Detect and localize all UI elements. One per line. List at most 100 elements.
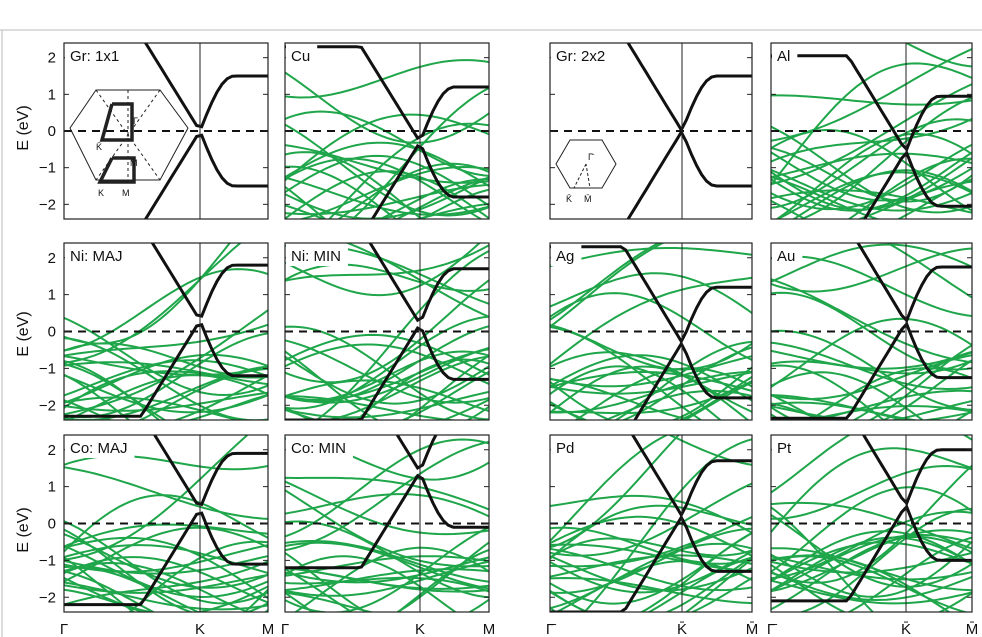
metal-band bbox=[771, 400, 972, 420]
metal-band bbox=[64, 396, 242, 420]
panel-title: Ni: MIN bbox=[291, 248, 341, 265]
metal-band bbox=[550, 526, 752, 565]
metal-band bbox=[285, 440, 489, 552]
graphene-band-lower bbox=[626, 129, 752, 219]
y-tick-label: −2 bbox=[39, 589, 56, 606]
metal-band bbox=[285, 398, 489, 420]
brillouin-zone-inset-1x1 bbox=[69, 89, 189, 184]
metal-band bbox=[285, 556, 489, 584]
panel-title-bg bbox=[286, 436, 354, 458]
metal-band bbox=[771, 501, 972, 550]
metal-band bbox=[64, 243, 232, 345]
panel-au: Au bbox=[770, 242, 973, 421]
xtick-kbar-4: K̄ bbox=[901, 621, 911, 637]
panel-title: Gr: 1x1 bbox=[70, 48, 119, 65]
graphene-band-upper bbox=[856, 243, 972, 324]
graphene-band-lower bbox=[285, 473, 489, 570]
metal-band bbox=[550, 292, 752, 361]
graphene-band-upper bbox=[550, 245, 752, 345]
panel-ni_min: Ni: MIN bbox=[284, 242, 490, 421]
metal-band bbox=[344, 243, 489, 318]
y-tick-label: −1 bbox=[39, 552, 56, 569]
metal-band bbox=[771, 354, 972, 401]
metal-band bbox=[285, 279, 489, 384]
metal-band bbox=[64, 577, 268, 612]
metal-band bbox=[771, 555, 969, 612]
metal-band bbox=[550, 403, 589, 420]
metal-band bbox=[771, 344, 972, 420]
metal-band bbox=[285, 141, 489, 187]
metal-band bbox=[771, 278, 972, 364]
metal-band bbox=[810, 389, 972, 420]
metal-band bbox=[771, 291, 972, 371]
panel-gr1x1-bands bbox=[143, 43, 268, 219]
graphene-band-lower bbox=[64, 323, 268, 418]
panel-ag-bands bbox=[550, 243, 752, 420]
metal-band bbox=[285, 591, 315, 612]
metal-band bbox=[771, 510, 972, 580]
panel-title: Cu bbox=[291, 48, 310, 65]
y-tick-label: 0 bbox=[48, 516, 56, 533]
metal-band bbox=[64, 243, 242, 364]
y-tick-label: 2 bbox=[48, 50, 56, 67]
y-tick-label: −2 bbox=[39, 397, 56, 414]
panels-layer: 2 1 0 −1 −2 Gr: 1x1 Cu 2 1 0 −1 −2 Ni: MAJ Ni: MIN 2 1 0… bbox=[39, 42, 973, 613]
bz2-path bbox=[573, 163, 591, 189]
metal-band bbox=[771, 152, 972, 179]
graphene-band-upper bbox=[368, 243, 489, 323]
metal-band bbox=[847, 157, 972, 219]
panel-title-bg bbox=[772, 436, 799, 458]
metal-band bbox=[550, 366, 752, 420]
metal-band bbox=[771, 147, 972, 203]
metal-band bbox=[803, 405, 972, 420]
panel-ni_maj-bands bbox=[64, 243, 268, 420]
metal-band bbox=[771, 243, 972, 283]
panel-al-bands bbox=[771, 43, 972, 219]
metal-band bbox=[285, 541, 489, 590]
xtick-gamma-1: Γ bbox=[60, 621, 68, 637]
metal-band bbox=[771, 447, 972, 533]
xtick-gamma-2: Γ bbox=[281, 621, 289, 637]
graphene-band-lower bbox=[64, 511, 268, 607]
metal-band bbox=[550, 542, 752, 610]
y-tick-label: 1 bbox=[48, 86, 56, 103]
bz1-label-mbar: M̄ bbox=[130, 158, 138, 168]
metal-band bbox=[285, 355, 489, 420]
panel-gr1x1: 2 1 0 −1 −2 Gr: 1x1 bbox=[39, 42, 269, 220]
panel-ni_min-bands bbox=[285, 243, 489, 420]
panel-ag: Ag bbox=[549, 242, 753, 421]
metal-band bbox=[771, 247, 972, 293]
metal-band bbox=[285, 170, 489, 219]
y-tick-label: −1 bbox=[39, 160, 56, 177]
panel-cu-bands bbox=[285, 45, 489, 219]
metal-band bbox=[771, 514, 972, 588]
metal-band bbox=[285, 567, 489, 593]
graphene-band-lower bbox=[143, 133, 268, 219]
metal-band bbox=[285, 243, 481, 297]
panel-co_maj: 2 1 0 −1 −2 Co: MAJ bbox=[39, 434, 269, 613]
metal-band bbox=[771, 359, 972, 375]
panel-title: Co: MIN bbox=[291, 440, 346, 457]
panel-title-bg bbox=[65, 244, 130, 266]
panel-al: Al bbox=[770, 42, 973, 220]
panel-title: Pt bbox=[777, 440, 792, 457]
metal-band bbox=[285, 560, 489, 597]
y-tick-label: 2 bbox=[48, 250, 56, 267]
graphene-band-upper bbox=[150, 243, 268, 318]
metal-band bbox=[904, 43, 972, 68]
metal-band bbox=[896, 178, 972, 219]
panel-pd: Pd bbox=[549, 434, 753, 613]
xtick-k-2: K bbox=[415, 621, 425, 637]
metal-band bbox=[771, 464, 972, 520]
metal-band bbox=[64, 588, 145, 612]
metal-band bbox=[550, 504, 752, 560]
metal-band bbox=[775, 132, 972, 219]
graphene-band-upper bbox=[771, 54, 972, 153]
metal-band bbox=[771, 555, 972, 581]
metal-band bbox=[64, 337, 268, 420]
xtick-m-1: M bbox=[262, 621, 275, 637]
bz1-label-k: K bbox=[98, 188, 104, 198]
metal-band bbox=[64, 494, 268, 553]
panel-title-bg bbox=[286, 244, 348, 266]
